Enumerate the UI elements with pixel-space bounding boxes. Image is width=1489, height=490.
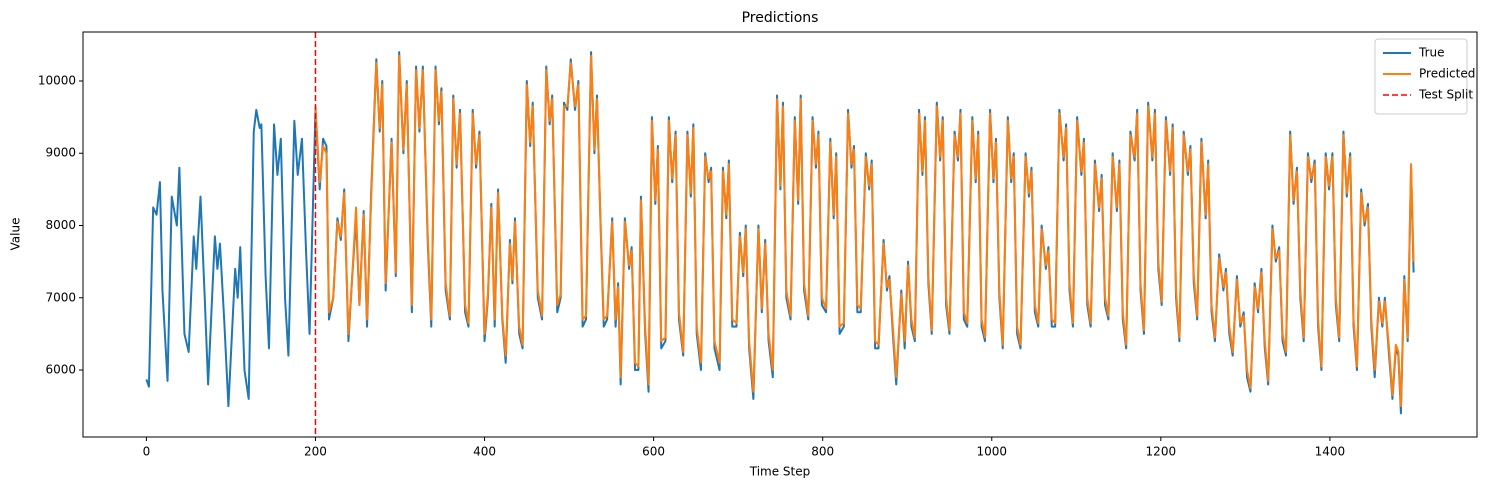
chart-title: Predictions — [742, 10, 819, 26]
x-tick-label: 200 — [304, 445, 327, 459]
x-tick-label: 400 — [473, 445, 496, 459]
plot-frame — [82, 31, 1478, 438]
y-tick-label: 7000 — [45, 290, 76, 304]
x-axis-label: Time Step — [749, 465, 811, 479]
y-tick-label: 9000 — [45, 146, 76, 160]
legend-label: Predicted — [1419, 67, 1475, 81]
legend-label: Test Split — [1418, 88, 1473, 102]
y-tick-label: 10000 — [38, 73, 76, 87]
series-line — [314, 54, 1415, 408]
x-tick-label: 1200 — [1146, 445, 1177, 459]
x-tick-label: 800 — [811, 445, 834, 459]
x-tick-label: 600 — [642, 445, 665, 459]
x-tick-label: 1000 — [976, 445, 1007, 459]
legend-label: True — [1418, 46, 1445, 60]
x-tick-label: 0 — [143, 445, 151, 459]
y-tick-label: 6000 — [45, 363, 76, 377]
x-tick-label: 1400 — [1315, 445, 1346, 459]
y-tick-label: 8000 — [45, 218, 76, 232]
y-axis-label: Value — [9, 218, 23, 251]
